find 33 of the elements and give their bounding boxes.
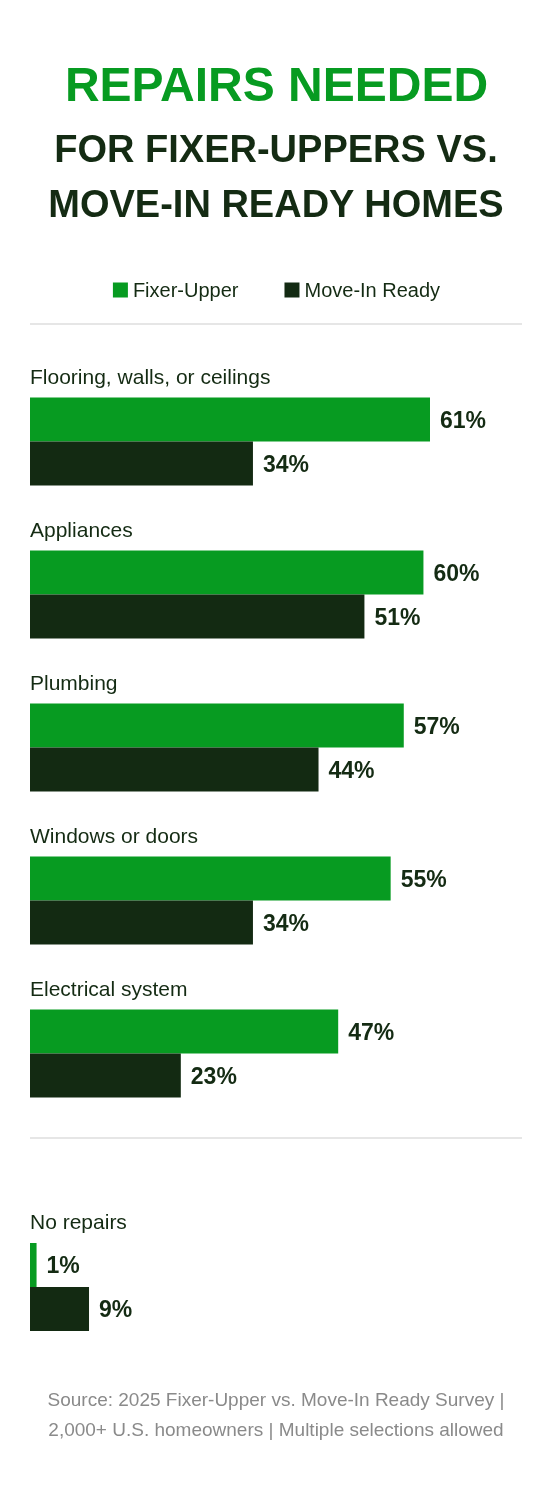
y-tick-label: Flooring, walls, or ceilings bbox=[30, 364, 271, 388]
data-label: 23% bbox=[190, 1062, 237, 1089]
bar bbox=[30, 856, 391, 901]
data-label: 57% bbox=[413, 712, 460, 739]
bar bbox=[30, 1009, 339, 1054]
data-label: 51% bbox=[374, 603, 421, 630]
legend-label: Fixer-Upper bbox=[132, 279, 239, 301]
bar bbox=[30, 594, 365, 639]
data-label: 1% bbox=[46, 1252, 80, 1278]
data-label: 55% bbox=[400, 865, 447, 892]
y-tick-label: Appliances bbox=[30, 517, 133, 541]
y-tick-label: Electrical system bbox=[30, 976, 188, 1000]
bar bbox=[30, 900, 253, 945]
legend-label: Move-In Ready bbox=[304, 279, 441, 301]
data-label: 34% bbox=[262, 909, 309, 936]
data-label: 44% bbox=[328, 756, 375, 783]
data-label: 9% bbox=[99, 1296, 133, 1322]
data-label: 60% bbox=[433, 559, 480, 586]
bar bbox=[30, 1053, 181, 1098]
y-tick-label: Plumbing bbox=[30, 670, 118, 694]
bar bbox=[30, 747, 319, 792]
data-label: 61% bbox=[440, 406, 487, 433]
data-label: 34% bbox=[262, 450, 309, 477]
chart-subtitle: FOR FIXER-UPPERS VS. MOVE-IN READY HOMES bbox=[47, 127, 505, 227]
bar bbox=[30, 397, 430, 442]
y-tick-label: Windows or doors bbox=[30, 823, 199, 847]
source-note: Source: 2025 Fixer-Upper vs. Move-In Ready Survey | 2,000+ U.S. homeowners | Multiple selections allowed bbox=[46, 1388, 506, 1442]
bar bbox=[30, 441, 253, 486]
y-tick-label: No repairs bbox=[30, 1210, 127, 1233]
data-label: 47% bbox=[348, 1018, 395, 1045]
bar bbox=[30, 550, 424, 595]
bar bbox=[30, 703, 404, 748]
chart-title: REPAIRS NEEDED bbox=[63, 57, 490, 113]
